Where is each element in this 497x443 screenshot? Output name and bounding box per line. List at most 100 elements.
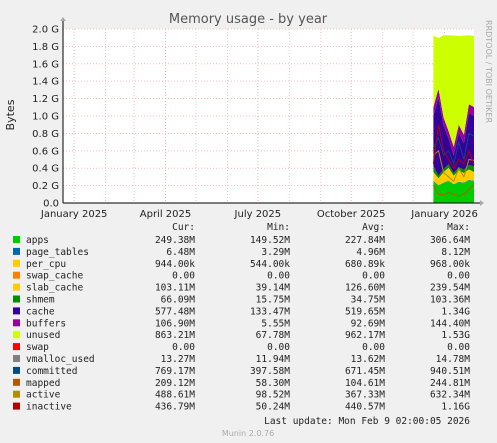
legend-swatch (13, 295, 20, 303)
legend-value-cur: 488.61M (155, 390, 195, 401)
legend-swatch (13, 319, 20, 327)
legend-value-cur: 66.09M (161, 295, 196, 306)
legend-swatch (13, 307, 20, 315)
y-tick-label: 0.8 G (32, 129, 59, 140)
legend-value-min: 3.29M (261, 247, 290, 258)
legend-value-max: 1.53G (441, 330, 470, 341)
legend-value-min: 98.52M (256, 390, 291, 401)
legend-value-cur: 6.48M (166, 247, 195, 258)
legend-value-avg: 519.65M (345, 306, 385, 317)
legend-value-min: 0.00 (267, 271, 290, 282)
chart-title: Memory usage - by year (169, 12, 328, 27)
legend-value-cur: 863.21M (155, 330, 195, 341)
legend-swatch (13, 402, 20, 410)
line-mapped (432, 184, 475, 197)
y-tick-label: 1.4 G (32, 77, 59, 88)
x-tick-label: January 2025 (40, 209, 108, 220)
y-tick-label: 0.4 G (32, 164, 59, 175)
legend-value-min: 149.52M (250, 235, 290, 246)
legend-value-avg: 34.75M (351, 295, 386, 306)
legend-swatch (13, 355, 20, 362)
legend-value-max: 0.00 (447, 342, 470, 353)
line-inactive (432, 124, 475, 170)
area-slab_cache (433, 167, 474, 186)
legend-series-name: page_tables (26, 247, 89, 258)
legend-value-cur: 436.79M (155, 402, 195, 413)
legend-value-cur: 106.90M (155, 318, 195, 329)
y-tick-label: 1.6 G (32, 59, 59, 70)
legend-series-name: slab_cache (26, 283, 83, 294)
legend-value-max: 1.16G (441, 402, 470, 413)
axes (60, 17, 484, 206)
legend-series-name: apps (26, 235, 49, 246)
legend-value-cur: 13.27M (161, 354, 196, 365)
legend-value-min: 58.30M (256, 378, 291, 389)
legend-value-avg: 92.69M (351, 318, 386, 329)
side-label: RRDTOOL / TOBI OETIKER (484, 20, 493, 123)
legend-swatch (13, 343, 20, 351)
legend-value-min: 50.24M (256, 402, 291, 413)
legend-value-avg: 0.00 (362, 271, 385, 282)
legend-swatch (13, 271, 20, 279)
x-tick-label: July 2025 (234, 209, 282, 220)
legend-value-min: 544.00k (250, 259, 290, 270)
legend-value-max: 103.36M (430, 295, 470, 306)
legend-value-avg: 227.84M (345, 235, 385, 246)
legend-series-name: cache (26, 306, 55, 317)
y-tick-label: 0.6 G (32, 146, 59, 157)
legend-header-min: Min: (267, 222, 290, 233)
x-tick-label: April 2025 (140, 209, 191, 220)
legend-value-min: 15.75M (256, 295, 291, 306)
legend-series-name: unused (26, 330, 60, 341)
legend-value-cur: 209.12M (155, 378, 195, 389)
legend-value-avg: 671.45M (345, 366, 385, 377)
legend-value-avg: 0.00 (362, 342, 385, 353)
y-axis-label: Bytes (4, 99, 17, 130)
grid (63, 28, 474, 204)
y-tick-label: 2.0 G (32, 25, 59, 36)
footer: Munin 2.0.76 (222, 429, 274, 438)
legend-value-min: 397.58M (250, 366, 290, 377)
legend-value-cur: 0.00 (172, 342, 195, 353)
legend-value-avg: 126.60M (345, 283, 385, 294)
legend-swatch (13, 366, 20, 374)
legend-value-min: 0.00 (267, 342, 290, 353)
legend-value-max: 0.00 (447, 271, 470, 282)
legend-series-name: inactive (26, 402, 72, 413)
legend-value-min: 39.14M (256, 283, 291, 294)
legend-value-max: 8.12M (441, 247, 470, 258)
y-tick-label: 1.0 G (32, 112, 59, 123)
legend-value-min: 67.78M (256, 330, 291, 341)
x-tick-labels: January 2025 April 2025 July 2025 October 2… (40, 209, 478, 220)
legend-value-max: 306.64M (430, 235, 470, 246)
legend-swatch (13, 247, 20, 255)
legend-series-name: buffers (26, 318, 66, 329)
x-tick-label: January 2026 (410, 209, 478, 220)
y-tick-label: 0.2 G (32, 181, 59, 192)
legend-value-min: 5.55M (261, 318, 290, 329)
legend-series-name: active (26, 390, 61, 401)
legend-value-avg: 367.33M (345, 390, 385, 401)
legend-series-name: mapped (26, 378, 60, 389)
area-apps (433, 180, 474, 203)
legend-swatch (13, 259, 20, 267)
legend-value-max: 14.78M (436, 354, 471, 365)
legend-value-max: 632.34M (430, 390, 470, 401)
legend-swatch (13, 236, 20, 243)
legend-value-cur: 0.00 (172, 271, 195, 282)
legend-series-name: swap (26, 342, 49, 353)
last-update: Last update: Mon Feb 9 02:00:05 2026 (264, 416, 470, 427)
y-tick-label: 1.2 G (32, 94, 59, 105)
legend-header-avg: Avg: (362, 222, 385, 233)
area-cache (433, 97, 474, 176)
legend-value-avg: 13.62M (351, 354, 386, 365)
legend-swatch (13, 390, 20, 398)
y-tick-label: 0.0 (43, 199, 59, 210)
legend-value-cur: 577.48M (155, 306, 195, 317)
plot-area (63, 29, 474, 203)
legend-value-cur: 769.17M (155, 366, 195, 377)
line-series (432, 124, 475, 197)
legend-swatch (13, 331, 20, 339)
x-tick-label: October 2025 (317, 209, 386, 220)
